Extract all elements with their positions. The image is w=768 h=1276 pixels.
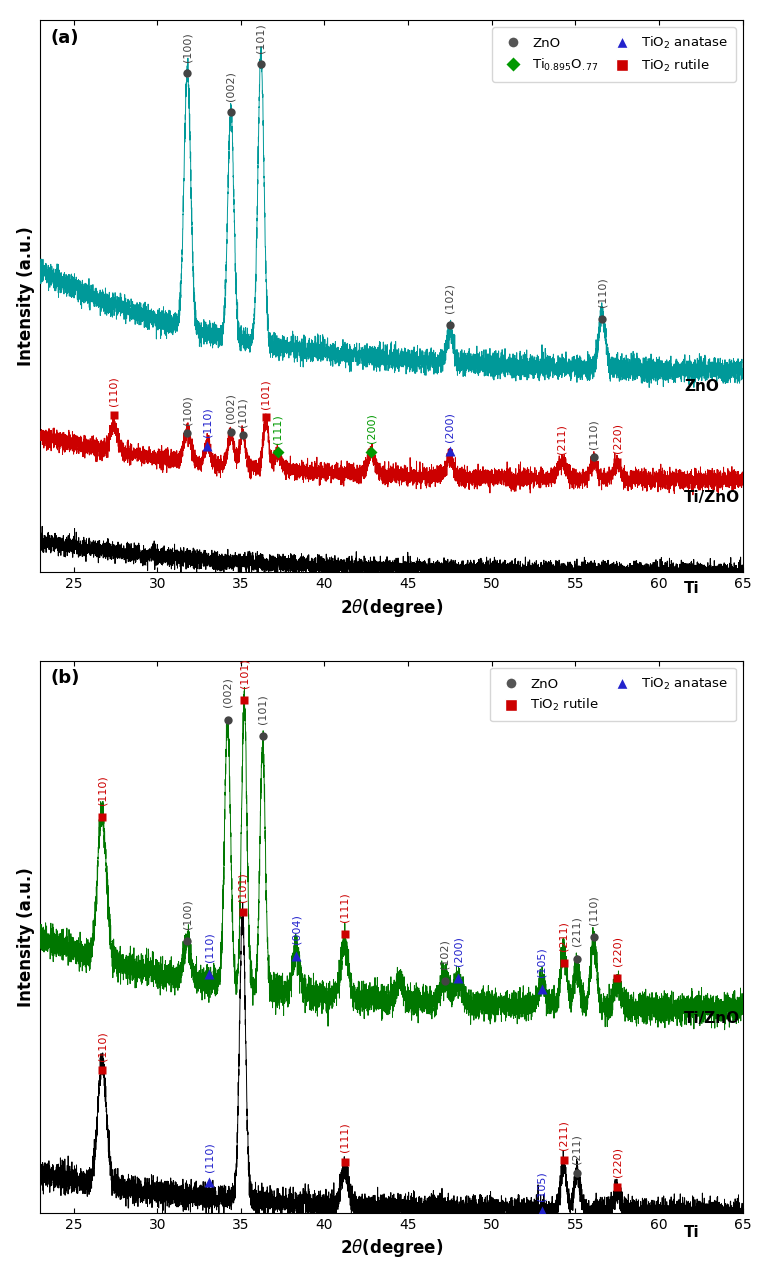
Text: (211): (211) (557, 424, 567, 454)
Text: (105): (105) (537, 1171, 547, 1201)
X-axis label: 2$\theta$(degree): 2$\theta$(degree) (339, 1238, 443, 1259)
Text: (111): (111) (339, 892, 349, 923)
Text: (110): (110) (597, 278, 607, 308)
Text: (200): (200) (366, 413, 376, 443)
X-axis label: 2$\theta$(degree): 2$\theta$(degree) (339, 597, 443, 619)
Text: (211): (211) (558, 1120, 568, 1150)
Text: (102): (102) (445, 283, 455, 313)
Text: Ti: Ti (684, 1225, 700, 1240)
Text: (220): (220) (612, 424, 622, 453)
Text: (a): (a) (51, 28, 79, 47)
Text: (111): (111) (339, 1123, 349, 1152)
Text: (002): (002) (226, 393, 236, 424)
Text: (101): (101) (237, 397, 247, 426)
Text: (110): (110) (97, 1031, 107, 1060)
Text: (002): (002) (226, 70, 236, 101)
Text: (002): (002) (223, 678, 233, 707)
Text: (110): (110) (589, 896, 599, 925)
Text: Ti/ZnO: Ti/ZnO (684, 1011, 740, 1026)
Text: (101): (101) (257, 694, 267, 723)
Text: (211): (211) (572, 1134, 582, 1164)
Text: ZnO: ZnO (684, 379, 719, 394)
Text: (100): (100) (182, 394, 192, 425)
Text: (110): (110) (203, 407, 213, 438)
Text: (200): (200) (453, 937, 463, 966)
Text: (b): (b) (51, 670, 80, 688)
Text: Ti: Ti (684, 581, 700, 596)
Y-axis label: Intensity (a.u.): Intensity (a.u.) (17, 868, 35, 1007)
Text: (110): (110) (97, 776, 107, 805)
Text: (220): (220) (612, 1147, 622, 1178)
Text: (100): (100) (182, 900, 192, 929)
Text: (100): (100) (182, 32, 192, 61)
Text: (101): (101) (237, 873, 247, 902)
Legend: ZnO, TiO$_2$ rutile, TiO$_2$ anatase: ZnO, TiO$_2$ rutile, TiO$_2$ anatase (490, 667, 736, 721)
Text: (110): (110) (109, 376, 119, 407)
Y-axis label: Intensity (a.u.): Intensity (a.u.) (17, 226, 35, 366)
Text: (211): (211) (558, 921, 568, 951)
Text: (102): (102) (440, 939, 450, 968)
Text: (101): (101) (239, 658, 250, 688)
Text: (111): (111) (273, 413, 283, 444)
Text: Ti/ZnO: Ti/ZnO (684, 490, 740, 505)
Legend: ZnO, Ti$_{0.895}$O$_{.77}$, TiO$_2$ anatase, TiO$_2$ rutile: ZnO, Ti$_{0.895}$O$_{.77}$, TiO$_2$ anat… (492, 27, 736, 82)
Text: (200): (200) (445, 412, 455, 443)
Text: (110): (110) (204, 933, 214, 962)
Text: (105): (105) (537, 947, 547, 976)
Text: (101): (101) (261, 379, 271, 408)
Text: (220): (220) (612, 935, 622, 966)
Text: (110): (110) (204, 1142, 214, 1173)
Text: (004): (004) (291, 914, 301, 943)
Text: (101): (101) (256, 23, 266, 52)
Text: (110): (110) (589, 419, 599, 449)
Text: (211): (211) (572, 916, 582, 947)
